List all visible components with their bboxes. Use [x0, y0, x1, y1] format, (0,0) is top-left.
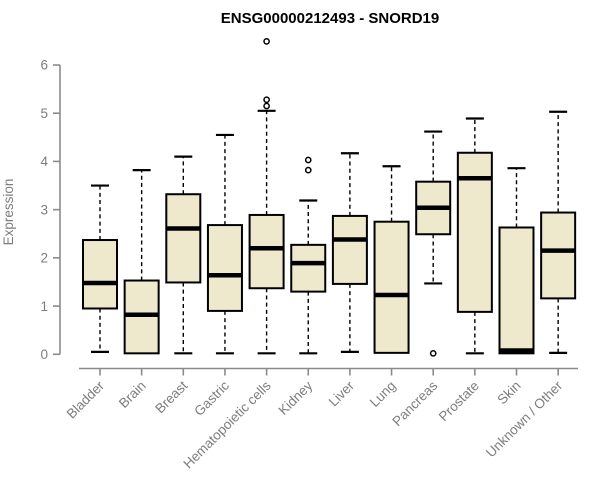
iqr-box — [373, 220, 410, 354]
iqr-box — [498, 226, 535, 355]
box-group-hematopoietic-cells — [248, 38, 285, 355]
box-group-kidney — [290, 156, 327, 355]
iqr-box — [206, 224, 243, 312]
outlier-point — [429, 349, 437, 357]
box-group-lung — [373, 165, 410, 354]
iqr-box — [165, 193, 202, 284]
x-category-label-prostate: Prostate — [436, 378, 482, 424]
y-tick-label: 4 — [40, 154, 48, 169]
x-category-label-kidney: Kidney — [276, 378, 316, 418]
x-category-label-liver: Liver — [326, 378, 358, 410]
iqr-box — [82, 239, 118, 310]
box-group-bladder — [82, 184, 118, 353]
box-group-prostate — [456, 117, 493, 355]
box-group-gastric — [206, 133, 243, 355]
x-category-label-bladder: Bladder — [64, 378, 108, 422]
chart-title: ENSG00000212493 - SNORD19 — [221, 10, 439, 27]
y-axis: 0 1 2 3 4 5 6 — [40, 58, 61, 362]
iqr-box — [540, 211, 577, 300]
box-group-breast — [165, 155, 202, 355]
box-group-liver — [331, 152, 368, 353]
x-category-label-unknown-other: Unknown / Other — [483, 378, 566, 461]
y-tick-label: 2 — [40, 251, 48, 266]
iqr-box — [331, 214, 368, 285]
iqr-box — [248, 213, 285, 290]
box-group-brain — [123, 169, 160, 355]
outlier-point — [263, 38, 270, 45]
outlier-point — [304, 166, 312, 174]
y-tick-label: 3 — [40, 202, 48, 217]
x-category-label-skin: Skin — [494, 378, 523, 407]
y-axis-title: Expression — [1, 179, 16, 246]
iqr-box — [290, 243, 327, 293]
x-category-label-lung: Lung — [367, 378, 399, 410]
x-category-label-brain: Brain — [116, 378, 149, 411]
y-tick-label: 6 — [40, 58, 48, 73]
outlier-point — [304, 156, 312, 164]
x-category-label-gastric: Gastric — [191, 378, 232, 419]
y-tick-label: 0 — [40, 347, 48, 362]
outlier-point — [263, 102, 270, 110]
box-group-unknown-other — [540, 110, 577, 354]
box-group-skin — [498, 167, 535, 355]
y-tick-label: 5 — [40, 106, 48, 121]
outlier-point — [263, 96, 270, 104]
y-tick-label: 1 — [40, 299, 48, 314]
x-category-label-breast: Breast — [152, 378, 190, 416]
box-group-pancreas — [415, 130, 452, 357]
x-category-label-pancreas: Pancreas — [389, 378, 440, 429]
